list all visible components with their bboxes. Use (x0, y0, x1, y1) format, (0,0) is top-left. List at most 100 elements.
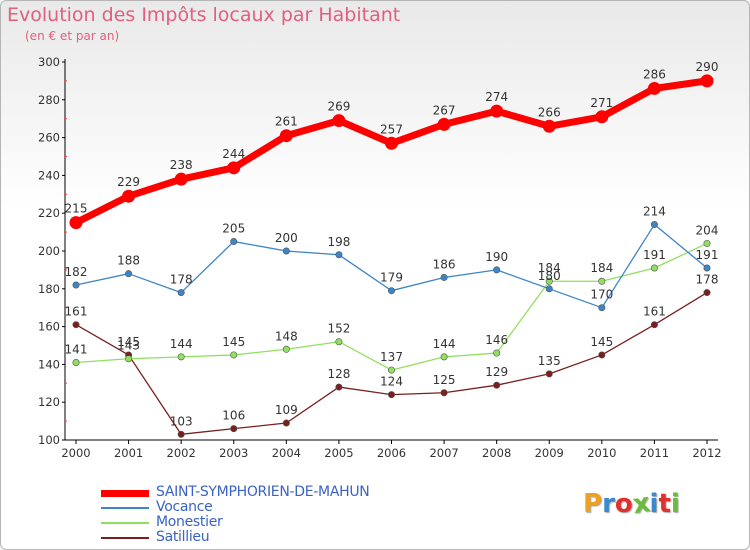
data-label: 182 (65, 265, 88, 279)
y-tick-label: 300 (38, 55, 60, 69)
data-point (440, 353, 448, 361)
data-point (174, 172, 188, 186)
data-label: 200 (275, 231, 298, 245)
data-label: 286 (643, 67, 666, 81)
data-label: 128 (327, 367, 350, 381)
data-label: 178 (170, 273, 193, 287)
data-point (125, 270, 133, 278)
data-label: 125 (433, 373, 456, 387)
data-point (493, 266, 501, 274)
data-label: 179 (380, 271, 403, 285)
legend: SAINT-SYMPHORIEN-DE-MAHUN Vocance Monestie… (101, 484, 461, 545)
data-label: 143 (117, 339, 140, 353)
data-point (230, 425, 238, 433)
data-point (335, 383, 343, 391)
data-label: 229 (117, 175, 140, 189)
legend-swatch (101, 507, 149, 509)
data-point (387, 391, 395, 399)
data-label: 180 (538, 269, 561, 283)
data-label: 135 (538, 354, 561, 368)
data-label: 152 (327, 322, 350, 336)
data-label: 170 (590, 288, 613, 302)
data-point (703, 264, 711, 272)
data-point (177, 430, 185, 438)
data-point (72, 281, 80, 289)
data-point (177, 353, 185, 361)
x-tick-label: 2011 (640, 446, 669, 460)
data-point (595, 110, 609, 124)
data-label: 290 (696, 60, 719, 74)
y-tick-label: 180 (38, 282, 60, 296)
data-point (440, 389, 448, 397)
data-label: 137 (380, 350, 403, 364)
data-label: 146 (485, 333, 508, 347)
data-point (493, 381, 501, 389)
data-label: 145 (117, 335, 140, 349)
legend-label: Satillieu (156, 529, 210, 545)
data-label: 184 (538, 261, 561, 275)
chart-title: Evolution des Impôts locaux par Habitant (7, 4, 401, 26)
legend-label: SAINT-SYMPHORIEN-DE-MAHUN (156, 484, 370, 500)
data-point (647, 81, 661, 95)
y-tick-label: 280 (38, 93, 60, 107)
data-point (125, 355, 133, 363)
legend-label: Monestier (156, 514, 223, 530)
data-label: 141 (65, 343, 88, 357)
data-label: 145 (590, 335, 613, 349)
data-label: 261 (275, 115, 298, 129)
data-label: 184 (590, 261, 613, 275)
data-label: 148 (275, 329, 298, 343)
proxiti-logo: Proxiti (583, 487, 680, 521)
x-tick-label: 2009 (535, 446, 564, 460)
data-label: 244 (222, 147, 245, 161)
y-tick-label: 140 (38, 357, 60, 371)
data-label: 191 (696, 248, 719, 262)
legend-item: Vocance (101, 499, 461, 515)
data-point (335, 251, 343, 259)
data-point (122, 189, 136, 203)
y-tick-label: 200 (38, 244, 60, 258)
data-point (493, 349, 501, 357)
data-point (282, 345, 290, 353)
data-point (598, 304, 606, 312)
data-point (650, 264, 658, 272)
y-tick-label: 220 (38, 206, 60, 220)
data-label: 238 (170, 158, 193, 172)
data-label: 269 (327, 100, 350, 114)
data-label: 271 (590, 96, 613, 110)
data-point (545, 370, 553, 378)
data-label: 190 (485, 250, 508, 264)
data-label: 198 (327, 235, 350, 249)
legend-item: Monestier (101, 514, 461, 530)
data-point (545, 285, 553, 293)
data-point (437, 117, 451, 131)
data-point (650, 321, 658, 329)
x-tick-label: 2007 (429, 446, 458, 460)
data-label: 178 (696, 273, 719, 287)
data-point (440, 273, 448, 281)
data-point (282, 247, 290, 255)
x-tick-label: 2004 (272, 446, 301, 460)
data-label: 144 (170, 337, 193, 351)
data-point (332, 114, 346, 128)
data-point (230, 238, 238, 246)
data-label: 266 (538, 105, 561, 119)
y-tick-label: 160 (38, 320, 60, 334)
y-tick-label: 100 (38, 433, 60, 447)
data-label: 106 (222, 409, 245, 423)
y-tick-label: 120 (38, 395, 60, 409)
data-label: 144 (433, 337, 456, 351)
data-label: 215 (65, 202, 88, 216)
x-tick-label: 2010 (587, 446, 616, 460)
y-tick-label: 240 (38, 168, 60, 182)
x-tick-label: 2002 (167, 446, 196, 460)
data-point (700, 74, 714, 88)
data-point (598, 351, 606, 359)
data-point (279, 129, 293, 143)
legend-swatch (101, 522, 149, 524)
data-label: 191 (643, 248, 666, 262)
data-point (335, 338, 343, 346)
data-label: 267 (433, 103, 456, 117)
data-point (385, 136, 398, 150)
data-label: 186 (433, 257, 456, 271)
